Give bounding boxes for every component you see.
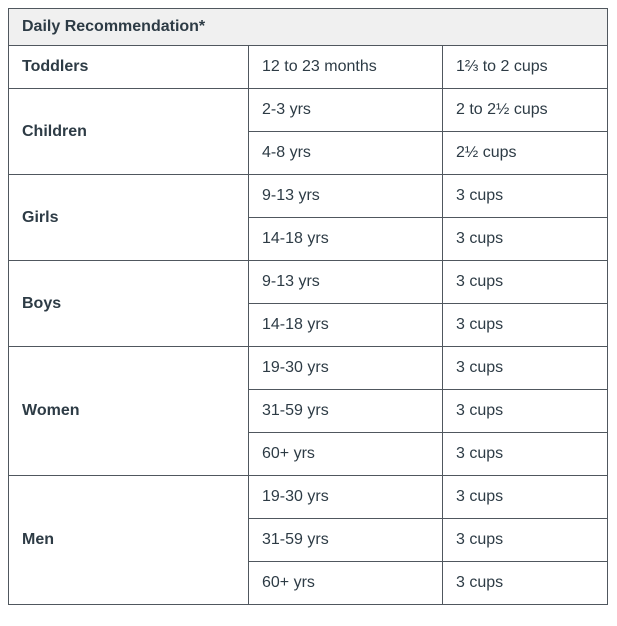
table-title: Daily Recommendation* bbox=[7, 8, 609, 46]
table-row: 14-18 yrs 3 cups bbox=[9, 303, 609, 347]
age-cell: 2-3 yrs bbox=[248, 88, 443, 132]
group-label-boys: Boys bbox=[8, 260, 249, 347]
table-row: Men 19-30 yrs 3 cups bbox=[8, 475, 609, 605]
table-row: Toddlers 12 to 23 months 1⅔ to 2 cups bbox=[8, 45, 609, 89]
age-cell: 14-18 yrs bbox=[248, 303, 443, 347]
amount-cell: 1⅔ to 2 cups bbox=[441, 45, 609, 89]
amount-cell: 3 cups bbox=[441, 174, 609, 218]
amount-cell: 3 cups bbox=[441, 389, 609, 433]
table-row: 60+ yrs 3 cups bbox=[9, 432, 609, 476]
age-cell: 4-8 yrs bbox=[248, 131, 443, 175]
table-row: 14-18 yrs 3 cups bbox=[9, 217, 609, 261]
age-cell: 31-59 yrs bbox=[248, 518, 443, 562]
group-label-women: Women bbox=[8, 346, 249, 476]
amount-cell: 3 cups bbox=[441, 260, 609, 304]
page: Daily Recommendation* Toddlers 12 to 23 … bbox=[7, 8, 609, 605]
age-cell: 9-13 yrs bbox=[248, 174, 443, 218]
header-row: Daily Recommendation* bbox=[7, 8, 609, 46]
amount-cell: 2 to 2½ cups bbox=[441, 88, 609, 132]
age-cell: 60+ yrs bbox=[248, 432, 443, 476]
table-row: Women 19-30 yrs 3 cups bbox=[8, 346, 609, 476]
amount-cell: 3 cups bbox=[441, 303, 609, 347]
table-row: Girls 9-13 yrs 3 cups bbox=[8, 174, 609, 261]
amount-cell: 3 cups bbox=[441, 518, 609, 562]
table-row: Children 2-3 yrs 2 to 2½ cups bbox=[8, 88, 609, 175]
group-label-children: Children bbox=[8, 88, 249, 175]
table-row: 31-59 yrs 3 cups bbox=[9, 518, 609, 562]
age-cell: 14-18 yrs bbox=[248, 217, 443, 261]
group-label-toddlers: Toddlers bbox=[8, 45, 249, 89]
table-row: 31-59 yrs 3 cups bbox=[9, 389, 609, 433]
age-cell: 12 to 23 months bbox=[248, 45, 443, 89]
amount-cell: 3 cups bbox=[441, 475, 609, 519]
age-cell: 60+ yrs bbox=[248, 561, 443, 605]
amount-cell: 2½ cups bbox=[441, 131, 609, 175]
age-cell: 9-13 yrs bbox=[248, 260, 443, 304]
age-cell: 19-30 yrs bbox=[248, 346, 443, 390]
amount-cell: 3 cups bbox=[441, 432, 609, 476]
table-row: 60+ yrs 3 cups bbox=[9, 561, 609, 605]
table-row: 4-8 yrs 2½ cups bbox=[9, 131, 609, 175]
table-row: Boys 9-13 yrs 3 cups bbox=[8, 260, 609, 347]
amount-cell: 3 cups bbox=[441, 217, 609, 261]
group-label-men: Men bbox=[8, 475, 249, 605]
group-label-girls: Girls bbox=[8, 174, 249, 261]
daily-recommendation-table: Daily Recommendation* Toddlers 12 to 23 … bbox=[7, 8, 609, 605]
age-cell: 19-30 yrs bbox=[248, 475, 443, 519]
amount-cell: 3 cups bbox=[441, 561, 609, 605]
age-cell: 31-59 yrs bbox=[248, 389, 443, 433]
amount-cell: 3 cups bbox=[441, 346, 609, 390]
